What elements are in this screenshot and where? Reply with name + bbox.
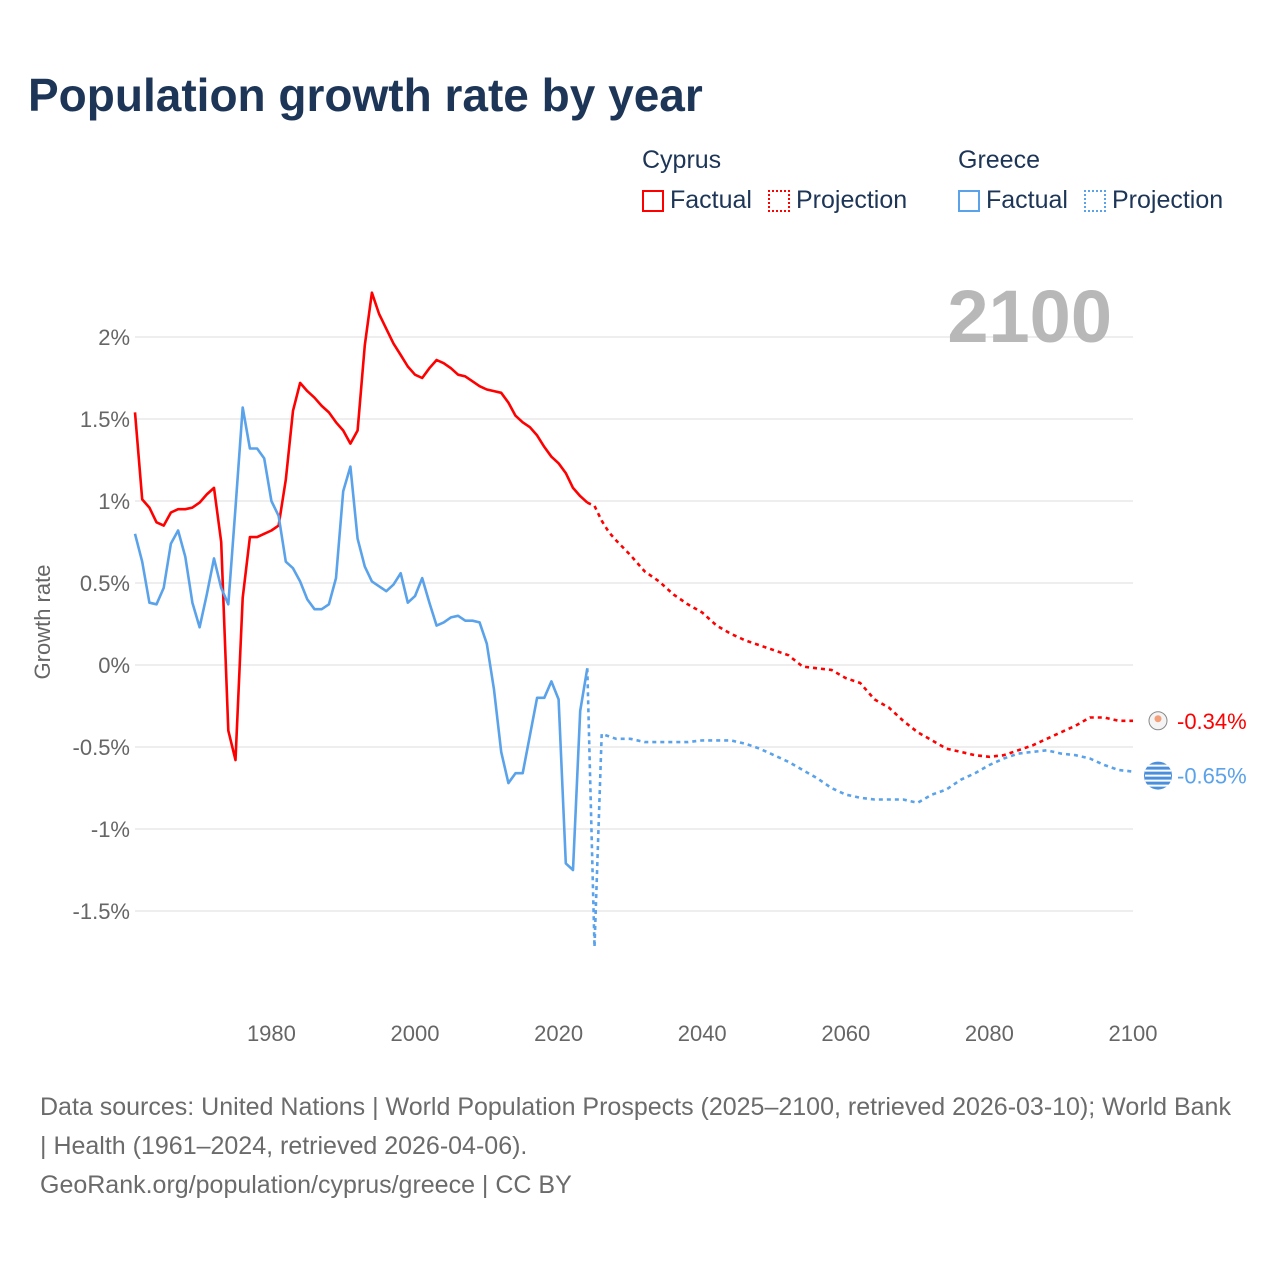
y-axis-title: Growth rate bbox=[30, 565, 55, 680]
y-tick-label: 0% bbox=[98, 653, 130, 678]
credit-link[interactable]: GeoRank.org/population/cyprus/greece | C… bbox=[40, 1171, 572, 1199]
legend-item-cyprus-projection[interactable]: Projection bbox=[767, 186, 908, 215]
dotted-swatch-icon bbox=[767, 189, 790, 212]
x-tick-label: 2000 bbox=[391, 1021, 440, 1046]
chart-plot: 2% 1.5% 1% 0.5% 0% -0.5% -1% -1.5% 1980 2000 2020 2… bbox=[30, 275, 1247, 1046]
legend-label: Projection bbox=[795, 186, 908, 214]
legend-group-greece: Greece bbox=[958, 146, 1040, 174]
y-tick-label: 0.5% bbox=[80, 571, 130, 596]
legend-item-greece-projection[interactable]: Projection bbox=[1083, 186, 1224, 215]
data-sources: Data sources: United Nations | World Pop… bbox=[40, 1093, 1231, 1160]
greece-flag-icon bbox=[1144, 761, 1172, 790]
legend-label: Factual bbox=[670, 186, 752, 214]
x-tick-label: 2020 bbox=[534, 1021, 583, 1046]
x-tick-label: 2040 bbox=[678, 1021, 727, 1046]
y-tick-label: -0.5% bbox=[73, 735, 130, 760]
legend-group-cyprus: Cyprus bbox=[642, 146, 722, 174]
cyprus-factual-line bbox=[133, 291, 589, 762]
cyprus-flag-icon bbox=[1148, 711, 1168, 731]
legend-label: Factual bbox=[986, 186, 1068, 214]
y-tick-label: -1.5% bbox=[73, 899, 130, 924]
chart-title: Population growth rate by year bbox=[28, 69, 703, 121]
solid-swatch-icon bbox=[642, 189, 664, 212]
legend-label: Projection bbox=[1111, 186, 1224, 214]
dotted-swatch-icon bbox=[1083, 189, 1106, 212]
legend-item-greece-factual[interactable]: Factual bbox=[958, 186, 1068, 215]
x-tick-label: 2080 bbox=[965, 1021, 1014, 1046]
y-tick-label: 1.5% bbox=[80, 407, 130, 432]
x-tick-label: 2100 bbox=[1109, 1021, 1158, 1046]
cyprus-end-label: -0.34% bbox=[1177, 709, 1247, 734]
greece-projection-line bbox=[586, 668, 1134, 949]
cyprus-projection-line bbox=[586, 501, 1133, 759]
y-tick-label: 1% bbox=[98, 489, 130, 514]
y-tick-label: 2% bbox=[98, 325, 130, 350]
x-tick-label: 2060 bbox=[821, 1021, 870, 1046]
year-label: 2100 bbox=[947, 275, 1112, 358]
greece-end-label: -0.65% bbox=[1177, 764, 1247, 789]
y-tick-label: -1% bbox=[91, 817, 130, 842]
legend-row-greece: Factual Projection bbox=[958, 186, 1223, 215]
legend-row-cyprus: Factual Projection bbox=[642, 186, 907, 215]
x-tick-label: 1980 bbox=[247, 1021, 296, 1046]
footer: Data sources: United Nations | World Pop… bbox=[40, 1088, 1240, 1205]
solid-swatch-icon bbox=[958, 189, 980, 212]
legend-item-cyprus-factual[interactable]: Factual bbox=[642, 186, 752, 215]
greece-factual-line bbox=[133, 406, 589, 872]
